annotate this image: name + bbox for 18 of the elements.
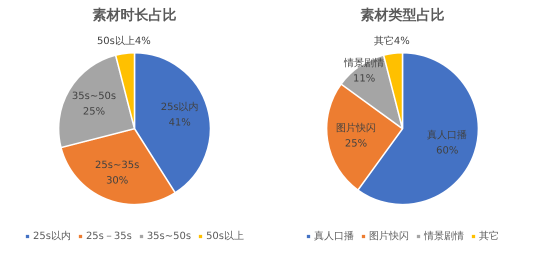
- data-label: 50s以上4%: [96, 35, 151, 48]
- legend-label: 25s－35s: [86, 230, 132, 243]
- chart-title: 素材类型占比: [360, 8, 444, 24]
- slice-label: 真人口播: [314, 230, 354, 243]
- data-label: 25s~35s 30%: [95, 160, 140, 186]
- data-label: 真人口播 60%: [427, 129, 468, 157]
- data-label: 25s以内 41%: [160, 101, 199, 129]
- data-label: 情景剧情 11%: [343, 57, 384, 85]
- legend-label: 其它: [479, 230, 499, 243]
- legend-label: 图片快闪: [369, 230, 409, 243]
- legend-label: 情景剧情: [424, 230, 464, 243]
- data-label: 图片快闪 25%: [336, 122, 376, 150]
- chart-title: 素材时长占比: [92, 8, 176, 24]
- data-label: 35s~50s 25%: [72, 91, 116, 118]
- legend-label: 25s以内: [33, 230, 71, 243]
- legend-label: 50s以上: [206, 230, 244, 243]
- legend-label: 35s~50s: [146, 230, 192, 242]
- data-label: 其它4%: [374, 35, 410, 48]
